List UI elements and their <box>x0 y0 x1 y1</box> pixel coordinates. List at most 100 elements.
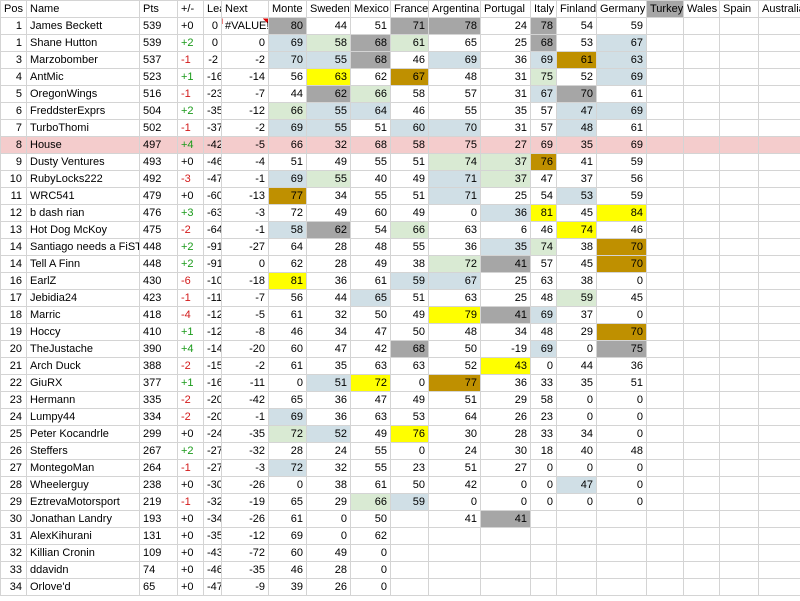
cell: 34 <box>480 323 531 341</box>
cell: -162 <box>203 374 222 392</box>
empty-cell <box>758 425 800 443</box>
cell: -129 <box>203 323 222 341</box>
cell: 72 <box>428 255 481 273</box>
cell: -12 <box>221 527 269 545</box>
empty-cell <box>758 68 800 86</box>
cell: 3 <box>0 51 27 69</box>
cell: +2 <box>177 255 204 273</box>
empty-cell <box>758 442 800 460</box>
cell: 10 <box>0 170 27 188</box>
cell: -5 <box>221 306 269 324</box>
cell: 61 <box>268 510 307 528</box>
cell: 219 <box>139 493 178 511</box>
cell: -346 <box>203 510 222 528</box>
empty-cell <box>719 527 759 545</box>
cell: 0 <box>390 442 429 460</box>
cell: -35 <box>203 102 222 120</box>
driver-name: House <box>26 136 140 154</box>
empty-cell <box>719 136 759 154</box>
cell: 26 <box>0 442 27 460</box>
cell: 44 <box>306 17 351 35</box>
cell: 267 <box>139 442 178 460</box>
empty-cell <box>719 323 759 341</box>
cell <box>556 578 597 596</box>
cell: 69 <box>268 34 307 52</box>
cell: -37 <box>203 119 222 137</box>
cell: 61 <box>268 357 307 375</box>
cell: -149 <box>203 340 222 358</box>
cell: 0 <box>306 510 351 528</box>
cell: 68 <box>350 51 391 69</box>
cell: 71 <box>428 170 481 188</box>
cell: 63 <box>596 51 647 69</box>
cell <box>596 561 647 579</box>
empty-cell <box>719 459 759 477</box>
cell: 58 <box>306 34 351 52</box>
cell: 0 <box>428 204 481 222</box>
cell: 0 <box>480 493 531 511</box>
cell: 70 <box>596 323 647 341</box>
cell: -72 <box>221 544 269 562</box>
cell: 65 <box>350 289 391 307</box>
cell: -204 <box>203 391 222 409</box>
cell: -2 <box>221 357 269 375</box>
cell <box>480 544 531 562</box>
cell: 64 <box>428 408 481 426</box>
cell: -275 <box>203 459 222 477</box>
cell: 28 <box>306 561 351 579</box>
cell: 29 <box>556 323 597 341</box>
empty-cell <box>758 561 800 579</box>
cell: 32 <box>0 544 27 562</box>
standings-row: 1 James Beckett 539 +0 0 #VALUE! 80 44 51 71 78 24 7… <box>0 17 800 35</box>
cell: 59 <box>556 289 597 307</box>
cell: 11 <box>0 187 27 205</box>
cell: 68 <box>350 136 391 154</box>
cell: 75 <box>428 136 481 154</box>
cell: 7 <box>0 119 27 137</box>
cell <box>596 544 647 562</box>
cell <box>556 544 597 562</box>
empty-cell <box>758 255 800 273</box>
driver-name: Hoccy <box>26 323 140 341</box>
empty-cell <box>646 544 684 562</box>
column-header: Turkey <box>646 0 684 18</box>
cell: 0 <box>596 425 647 443</box>
cell: 60 <box>268 340 307 358</box>
cell: -32 <box>221 442 269 460</box>
empty-cell <box>719 255 759 273</box>
empty-cell <box>646 425 684 443</box>
cell: 5 <box>0 85 27 103</box>
cell: 35 <box>306 357 351 375</box>
empty-cell <box>683 476 720 494</box>
cell: -64 <box>203 221 222 239</box>
cell: 49 <box>390 391 429 409</box>
cell: 0 <box>556 340 597 358</box>
empty-cell <box>646 272 684 290</box>
cell: +2 <box>177 238 204 256</box>
cell: 16 <box>0 272 27 290</box>
empty-cell <box>646 510 684 528</box>
empty-cell <box>646 476 684 494</box>
cell: 48 <box>530 289 557 307</box>
cell: 35 <box>556 136 597 154</box>
cell: 34 <box>306 323 351 341</box>
cell: 59 <box>596 153 647 171</box>
cell: 28 <box>268 442 307 460</box>
empty-cell <box>719 238 759 256</box>
driver-name: AlexKihurani <box>26 527 140 545</box>
cell: 48 <box>428 68 481 86</box>
cell: 36 <box>480 204 531 222</box>
standings-row: 11 WRC541 479 +0 -60 -13 77 34 55 51 71 25 54 53 59 <box>0 187 800 205</box>
cell: 59 <box>390 493 429 511</box>
standings-row: 6 FreddsterExprs 504 +2 -35 -12 66 55 64 46 55 35 57… <box>0 102 800 120</box>
empty-cell <box>646 17 684 35</box>
cell: -26 <box>221 510 269 528</box>
empty-cell <box>646 221 684 239</box>
empty-cell <box>683 578 720 596</box>
cell: 69 <box>530 51 557 69</box>
cell: 1 <box>0 34 27 52</box>
cell: 50 <box>390 476 429 494</box>
